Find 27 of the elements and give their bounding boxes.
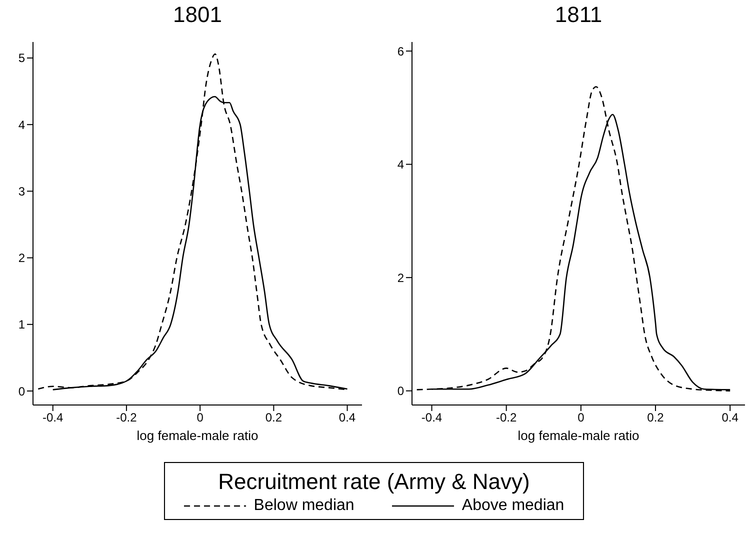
- legend-label: Below median: [254, 497, 354, 515]
- chart-title: 1811: [554, 2, 604, 28]
- x-tick-label: -0.4: [421, 410, 442, 425]
- y-tick-label: 6: [397, 44, 404, 58]
- y-tick-label: 4: [18, 118, 26, 132]
- y-tick-label: 4: [397, 158, 404, 172]
- y-tick-label: 5: [18, 51, 26, 66]
- chart-title: 1801: [172, 2, 223, 28]
- y-tick-label: 1: [18, 318, 26, 332]
- x-tick-label: 0.4: [338, 410, 356, 425]
- x-axis-title: log female-male ratio: [518, 428, 640, 443]
- x-tick-label: -0.4: [42, 410, 64, 425]
- y-tick-label: 3: [18, 184, 26, 198]
- y-tick-label: 0: [18, 384, 26, 398]
- x-tick-label: 0.4: [722, 410, 739, 425]
- x-tick-label: 0: [196, 410, 204, 425]
- x-tick-label: -0.2: [116, 410, 138, 425]
- y-tick-label: 2: [397, 270, 404, 285]
- x-tick-label: 0.2: [265, 410, 282, 425]
- y-tick-label: 2: [18, 251, 26, 266]
- x-tick-label: 0: [578, 410, 585, 425]
- y-tick-label: 0: [397, 384, 404, 398]
- legend-title: Recruitment rate (Army & Navy): [217, 469, 531, 495]
- x-tick-label: 0.2: [647, 410, 664, 425]
- x-axis-title: log female-male ratio: [136, 428, 258, 443]
- x-tick-label: -0.2: [496, 410, 518, 425]
- legend-label: Above median: [462, 497, 564, 515]
